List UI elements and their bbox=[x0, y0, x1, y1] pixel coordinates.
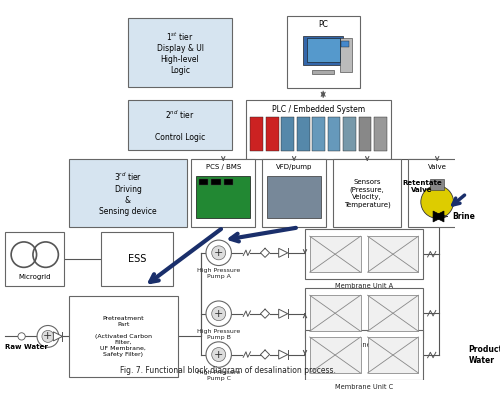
Text: Brine: Brine bbox=[452, 212, 475, 221]
Text: Retentate
Valve: Retentate Valve bbox=[402, 180, 442, 193]
Bar bbox=[250, 116, 263, 151]
Text: 3$^{rd}$ tier
Driving
&
Sensing device: 3$^{rd}$ tier Driving & Sensing device bbox=[99, 171, 156, 216]
Bar bbox=[307, 38, 340, 62]
Polygon shape bbox=[433, 211, 444, 222]
Text: ESS: ESS bbox=[128, 254, 146, 264]
Text: +: + bbox=[43, 331, 52, 341]
Bar bbox=[297, 116, 310, 151]
Circle shape bbox=[212, 246, 226, 260]
Bar bbox=[310, 236, 360, 272]
Bar bbox=[305, 288, 423, 338]
Bar bbox=[374, 116, 387, 151]
Text: Product
Water: Product Water bbox=[468, 345, 500, 365]
Bar bbox=[340, 37, 352, 72]
Bar bbox=[303, 36, 343, 65]
Bar bbox=[282, 116, 294, 151]
Bar bbox=[333, 159, 402, 227]
Polygon shape bbox=[278, 248, 287, 258]
Text: Sensors
(Pressure,
Velocity,
Temperature): Sensors (Pressure, Velocity, Temperature… bbox=[344, 179, 391, 208]
Bar bbox=[310, 295, 360, 331]
Bar bbox=[100, 232, 174, 287]
Bar bbox=[305, 330, 423, 380]
Text: 1$^{st}$ tier
Display & UI
High-level
Logic: 1$^{st}$ tier Display & UI High-level Lo… bbox=[156, 30, 204, 75]
Circle shape bbox=[206, 301, 232, 326]
Bar bbox=[198, 179, 208, 185]
Text: PC: PC bbox=[318, 20, 328, 29]
Bar bbox=[192, 159, 255, 227]
Text: High Pressure
Pump A: High Pressure Pump A bbox=[197, 268, 240, 279]
Text: Fig. 7. Functional block diagram of desalination process.: Fig. 7. Functional block diagram of desa… bbox=[120, 366, 336, 376]
Circle shape bbox=[18, 333, 25, 340]
Text: +: + bbox=[214, 349, 224, 359]
Bar bbox=[312, 70, 334, 74]
Circle shape bbox=[421, 186, 454, 218]
Bar bbox=[343, 116, 356, 151]
Text: High Pressure
Pump C: High Pressure Pump C bbox=[197, 370, 240, 381]
Text: 2$^{nd}$ tier

Control Logic: 2$^{nd}$ tier Control Logic bbox=[155, 108, 205, 142]
Bar bbox=[262, 159, 326, 227]
Circle shape bbox=[206, 240, 232, 266]
Bar bbox=[408, 159, 467, 227]
Bar bbox=[212, 179, 220, 185]
Circle shape bbox=[37, 326, 59, 347]
Polygon shape bbox=[433, 211, 444, 222]
Text: Membrane Unit C: Membrane Unit C bbox=[335, 384, 393, 390]
Bar bbox=[430, 179, 444, 190]
Bar bbox=[368, 337, 418, 373]
Text: Valve: Valve bbox=[428, 164, 446, 170]
Bar bbox=[69, 159, 187, 227]
Text: VFD/pump: VFD/pump bbox=[276, 164, 312, 170]
Text: Raw Water: Raw Water bbox=[5, 344, 48, 350]
Circle shape bbox=[288, 195, 300, 208]
Bar bbox=[128, 19, 232, 87]
Bar bbox=[196, 176, 250, 218]
Polygon shape bbox=[278, 350, 287, 359]
Text: +: + bbox=[214, 309, 224, 319]
Bar bbox=[312, 116, 325, 151]
Bar bbox=[69, 295, 178, 377]
Text: Microgrid: Microgrid bbox=[18, 274, 51, 280]
Bar bbox=[368, 236, 418, 272]
Text: Membrane Unit B: Membrane Unit B bbox=[335, 342, 393, 348]
Text: High Pressure
Pump B: High Pressure Pump B bbox=[197, 329, 240, 340]
Circle shape bbox=[206, 342, 232, 367]
Bar bbox=[266, 116, 278, 151]
Text: +: + bbox=[214, 248, 224, 258]
Bar bbox=[246, 100, 392, 159]
Bar bbox=[310, 337, 360, 373]
Circle shape bbox=[212, 347, 226, 361]
Bar bbox=[342, 41, 348, 47]
Circle shape bbox=[42, 330, 54, 343]
Text: PCS / BMS: PCS / BMS bbox=[206, 164, 241, 170]
Circle shape bbox=[283, 190, 305, 212]
Bar bbox=[368, 295, 418, 331]
Bar bbox=[358, 116, 372, 151]
Text: Membrane Unit A: Membrane Unit A bbox=[335, 283, 393, 289]
Text: PLC / Embedded System: PLC / Embedded System bbox=[272, 105, 365, 114]
Bar bbox=[5, 232, 64, 287]
Circle shape bbox=[212, 307, 226, 321]
Bar bbox=[267, 176, 322, 218]
Polygon shape bbox=[54, 332, 62, 341]
Bar bbox=[128, 100, 232, 150]
Bar bbox=[287, 16, 360, 88]
Bar bbox=[224, 179, 233, 185]
Text: Pretreatment
Part

(Activated Carbon
Filter,
UF Membrane,
Safety Filter): Pretreatment Part (Activated Carbon Filt… bbox=[95, 316, 152, 357]
Bar bbox=[328, 116, 340, 151]
Bar bbox=[305, 229, 423, 279]
Polygon shape bbox=[278, 309, 287, 318]
